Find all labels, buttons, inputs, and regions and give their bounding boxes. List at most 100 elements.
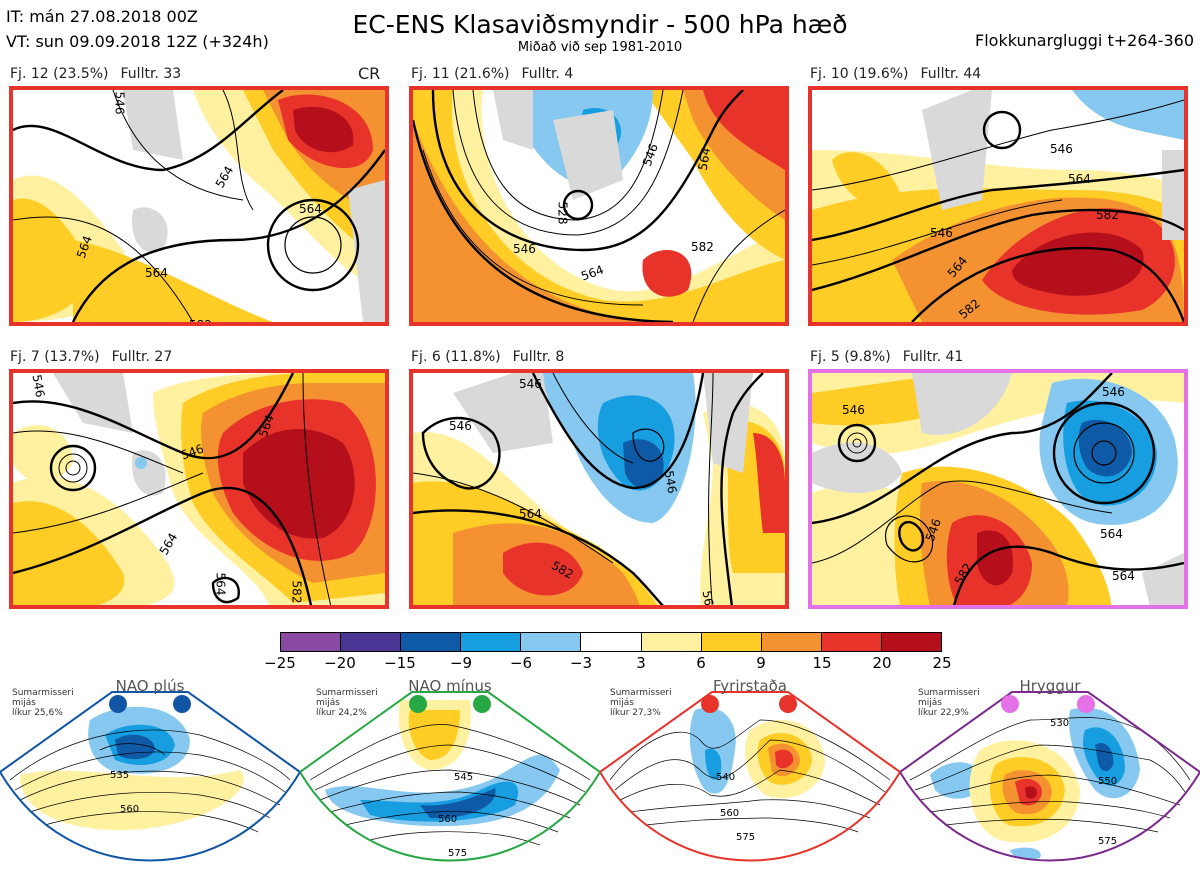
map-svg [13,90,385,322]
member-label: Fulltr. 8 [512,349,565,365]
panel-label-2: Fj. 11 (21.6%) Fulltr. 4 [411,66,573,82]
swatch [581,633,642,651]
regime-info: Sumarmisseri mijás líkur 27,3% [610,688,672,718]
tick-label: −15 [384,654,416,672]
contour-label: 546 [842,403,865,417]
member-label: Fulltr. 33 [120,66,182,82]
map-svg [13,373,385,605]
panel-label-1: Fj. 12 (23.5%) Fulltr. 33 CR [10,64,380,83]
init-time: IT: mán 27.08.2018 00Z [6,7,198,26]
contour-label: 564 [213,572,228,596]
swatch [401,633,462,651]
contour-label: 530 [1050,718,1070,729]
contour-label: 582 [289,580,304,604]
regime-info: Sumarmisseri mijás líkur 24,2% [316,688,378,718]
contour-label: 546 [449,419,472,433]
swatch [461,633,522,651]
tick-label: 25 [932,654,952,672]
contour-label: 545 [454,772,474,783]
contour-label: 546 [112,91,127,115]
regime-map-svg [900,691,1200,862]
cluster-map-3: 546 564 582 546 564 582 [808,86,1188,326]
swatch [761,633,822,651]
prob-label: líkur 25,6% [12,708,63,718]
cluster-map-2: 546 528 546 564 564 582 [409,86,789,326]
contour-label: 564 [519,507,542,521]
contour-label: 540 [716,772,736,783]
swatch [701,633,762,651]
classification-window: Flokkunargluggi t+264-360 [975,31,1194,50]
regime-nao-minus: NAO mínus Sumarmisseri mijás líkur 24,2%… [300,677,600,871]
cluster-label: Fj. 6 (11.8%) [411,349,501,365]
tick-label: −9 [449,654,473,672]
contour-label: 560 [120,804,140,815]
season-label: Sumarmisseri [12,688,74,698]
contour-label: 564 [1100,527,1123,541]
regime-title: NAO plús [115,677,185,695]
regime-title: Fyrirstaða [713,677,787,695]
panel-label-5: Fj. 6 (11.8%) Fulltr. 8 [411,349,564,365]
contour-label: 582 [691,240,714,254]
swatch [641,633,702,651]
regime-map-svg [0,691,300,862]
type-label: mijás [918,698,942,708]
member-label: Fulltr. 41 [902,349,964,365]
tick-label: 20 [872,654,892,672]
regime-map-svg [300,691,600,862]
contour-label: 550 [1098,776,1118,787]
contour-label: 546 [930,226,953,240]
swatch [281,633,342,651]
tick-label: −6 [509,654,533,672]
type-label: mijás [610,698,634,708]
contour-label: 575 [736,832,756,843]
cluster-map-5: 546 546 546 564 582 564 [409,369,789,609]
contour-label: 546 [1102,385,1125,399]
contour-label: 546 [513,242,536,256]
map-svg [812,373,1184,605]
cluster-label: Fj. 10 (19.6%) [810,66,909,82]
member-label: Fulltr. 44 [920,66,982,82]
contour-label: 560 [720,808,740,819]
type-label: mijás [316,698,340,708]
page-subtitle: Miðað við sep 1981-2010 [517,40,683,55]
contour-label: 564 [145,266,168,280]
cluster-label: Fj. 11 (21.6%) [411,66,510,82]
panel-label-4: Fj. 7 (13.7%) Fulltr. 27 [10,349,172,365]
contour-label: 528 [555,201,570,225]
tick-label: 3 [636,654,646,672]
cluster-map-6: 546 546 564 582 546 564 [808,369,1188,609]
cluster-map-4: 546 564 546 564 564 582 [9,369,389,609]
regime-title: Hryggur [1019,677,1081,695]
type-label: mijás [12,698,36,708]
regime-map-svg [600,691,900,862]
map-svg [812,90,1184,322]
contour-label: 564 [1068,172,1091,186]
contour-label: 575 [1098,836,1118,847]
season-label: Sumarmisseri [316,688,378,698]
tick-label: 15 [812,654,832,672]
page-title: EC-ENS Klasaviðsmyndir - 500 hPa hæð [352,10,848,39]
regime-blocking: Fyrirstaða Sumarmisseri mijás líkur 27,3… [600,677,900,871]
swatch [881,633,942,651]
tick-label: 9 [756,654,766,672]
prob-label: líkur 22,9% [918,708,969,718]
cr-label: CR [358,64,381,83]
swatch [821,633,882,651]
regime-title: NAO mínus [408,677,492,695]
prob-label: líkur 27,3% [610,708,661,718]
cluster-label: Fj. 7 (13.7%) [10,349,100,365]
tick-label: −25 [264,654,296,672]
contour-label: 582 [189,318,212,326]
contour-label: 560 [438,814,458,825]
season-label: Sumarmisseri [610,688,672,698]
map-svg [413,90,785,322]
contour-label: 535 [110,770,130,781]
contour-label: 575 [448,848,468,859]
regime-ridge: Hryggur Sumarmisseri mijás líkur 22,9% 5… [900,677,1200,871]
season-label: Sumarmisseri [918,688,980,698]
regime-info: Sumarmisseri mijás líkur 25,6% [12,688,74,718]
tick-label: 6 [696,654,706,672]
cluster-map-1: 564 546 564 564 564 582 [9,86,389,326]
valid-time: VT: sun 09.09.2018 12Z (+324h) [6,32,269,51]
swatch [521,633,582,651]
